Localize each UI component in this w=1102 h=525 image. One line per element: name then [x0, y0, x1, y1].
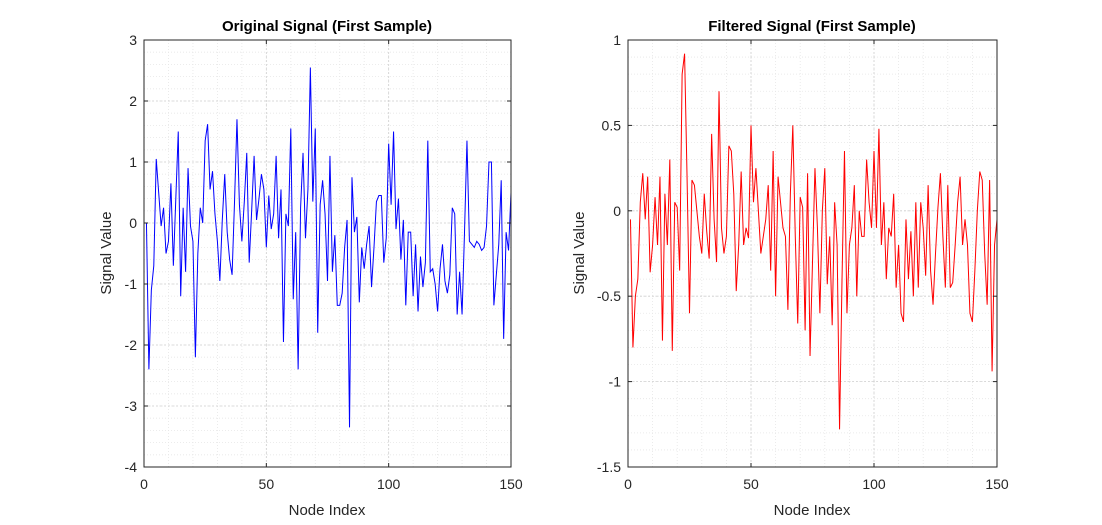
left-chart-y-tick-label: 3 [129, 32, 137, 48]
left-chart-series-line [145, 67, 511, 428]
left-chart-x-tick-label: 150 [499, 476, 523, 492]
left-chart-axes-box [143, 39, 512, 468]
right-chart-series-line [629, 53, 997, 430]
left-chart-y-tick-label: 1 [129, 154, 137, 170]
right-chart-y-tick-label: -1.5 [597, 459, 621, 475]
right-chart-x-tick-label: 150 [985, 476, 1009, 492]
left-chart-y-axis-label: Signal Value [98, 211, 115, 294]
right-chart-y-tick-label: 0.5 [602, 117, 622, 133]
left-chart-x-tick-label: 50 [259, 476, 275, 492]
left-chart-y-tick-label: -1 [125, 276, 138, 292]
right-chart-y-axis-label: Signal Value [571, 211, 588, 294]
left-chart-x-tick-label: 100 [377, 476, 401, 492]
left-chart-y-tick-label: 0 [129, 215, 137, 231]
left-chart-original-signal: 0 50 100 150 -4 -3 -2 -1 0 1 2 3 [125, 32, 523, 492]
right-chart-x-axis-label: Node Index [774, 502, 851, 519]
right-chart-filtered-signal: 0 50 100 150 -1.5 -1 -0.5 0 0.5 1 [597, 32, 1009, 492]
right-chart-x-tick-label: 50 [743, 476, 759, 492]
right-chart-x-tick-label: 0 [624, 476, 632, 492]
right-chart-y-tick-label: 0 [613, 203, 621, 219]
right-chart-y-tick-label: -1 [609, 374, 622, 390]
right-chart-x-tick-label: 100 [862, 476, 886, 492]
right-chart-y-tick-label: 1 [613, 32, 621, 48]
left-chart-y-tick-label: -3 [125, 398, 138, 414]
right-chart-axes-box [627, 39, 998, 468]
left-chart-x-axis-label: Node Index [289, 502, 366, 519]
left-chart-y-tick-label: 2 [129, 93, 137, 109]
right-chart-y-tick-label: -0.5 [597, 288, 621, 304]
left-chart-plot-area [144, 40, 511, 467]
left-chart-y-tick-label: -4 [125, 459, 138, 475]
left-chart-y-tick-label: -2 [125, 337, 138, 353]
right-chart-title: Filtered Signal (First Sample) [708, 18, 916, 35]
left-chart-title: Original Signal (First Sample) [222, 18, 432, 35]
left-chart-x-tick-label: 0 [140, 476, 148, 492]
